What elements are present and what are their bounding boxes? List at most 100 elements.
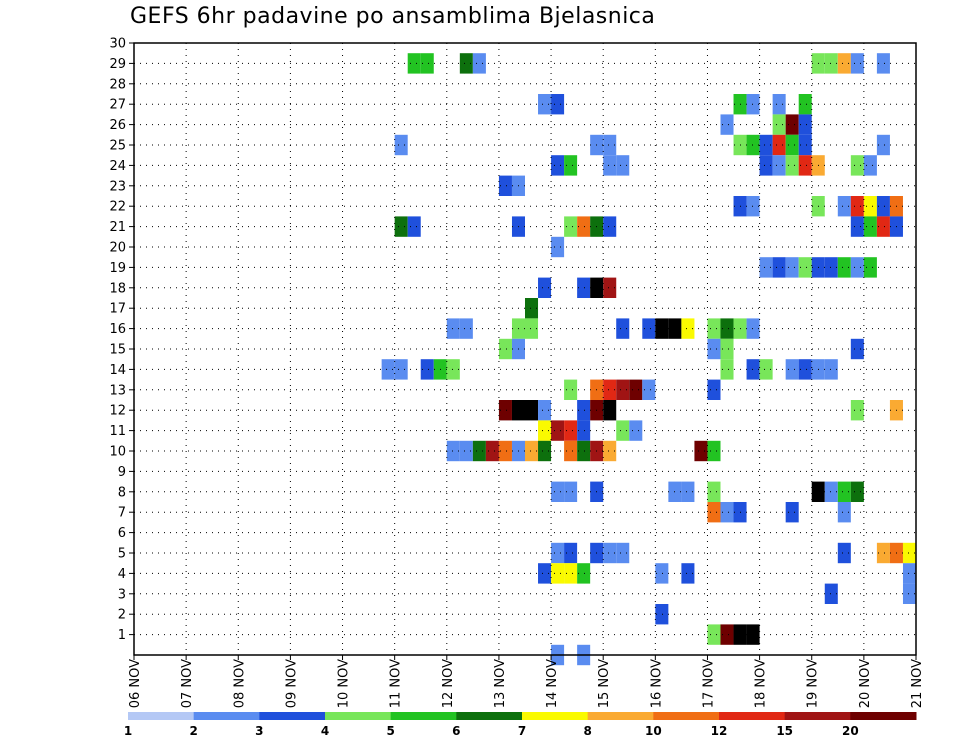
y-tick-label: 5 [118, 547, 126, 562]
x-tick-label: 11 NOV [389, 659, 404, 708]
data-cell [863, 196, 877, 217]
legend-swatch [456, 712, 523, 720]
data-cell [720, 624, 734, 645]
data-cell [446, 440, 460, 462]
x-tick-label: 08 NOV [232, 659, 247, 708]
data-cell [538, 277, 552, 298]
data-cell [420, 53, 434, 74]
data-cell [720, 338, 734, 360]
data-cell [551, 542, 565, 564]
data-cell [564, 155, 578, 176]
data-cell [551, 94, 565, 115]
data-cell [759, 134, 773, 156]
data-cell [394, 359, 408, 380]
data-cell [551, 236, 565, 258]
legend-label: 10 [645, 724, 662, 738]
data-cell [616, 420, 630, 441]
data-cell [694, 440, 708, 462]
data-cell [720, 359, 734, 380]
legend-label: 8 [583, 724, 591, 738]
data-cell [837, 53, 851, 74]
data-cell [707, 481, 721, 502]
data-cell [394, 134, 408, 156]
y-tick-label: 19 [109, 261, 126, 276]
data-cell [472, 53, 486, 74]
y-tick-label: 9 [118, 465, 126, 480]
data-cell [551, 481, 565, 502]
y-tick-label: 26 [109, 118, 126, 133]
data-cell [498, 338, 512, 360]
data-cell [824, 257, 838, 278]
data-cell [720, 502, 734, 523]
data-cell [681, 481, 695, 502]
data-cell [564, 420, 578, 441]
y-axis: 1234567891011121314151617181920212223242… [109, 37, 134, 643]
data-cell [498, 400, 512, 421]
data-cell [551, 420, 565, 441]
legend-label: 6 [452, 724, 460, 738]
data-cell [876, 216, 890, 237]
data-cell [381, 359, 395, 380]
y-tick-label: 10 [109, 445, 126, 460]
x-tick-label: 09 NOV [284, 659, 299, 708]
data-cell [538, 400, 552, 421]
y-tick-label: 7 [118, 506, 126, 521]
data-cell [655, 604, 669, 625]
x-tick-label: 18 NOV [754, 659, 769, 708]
data-cell [564, 379, 578, 400]
data-cell [603, 277, 617, 298]
grid-lines [133, 42, 917, 655]
data-cell [407, 216, 421, 237]
data-cell [902, 583, 916, 604]
y-tick-label: 11 [109, 424, 126, 439]
data-cell [746, 624, 760, 645]
x-tick-label: 15 NOV [597, 659, 612, 708]
data-cell [746, 196, 760, 217]
y-tick-label: 29 [109, 57, 126, 72]
data-cell [459, 440, 473, 462]
x-tick-label: 13 NOV [493, 659, 508, 708]
data-cell [772, 155, 786, 176]
data-cell [759, 155, 773, 176]
data-cell [603, 134, 617, 156]
data-cell [459, 318, 473, 339]
y-tick-label: 12 [109, 404, 126, 419]
data-cell [772, 94, 786, 115]
data-cell [707, 502, 721, 523]
data-cell [798, 257, 812, 278]
data-cell [759, 359, 773, 380]
data-cell [577, 563, 591, 584]
data-cell [707, 624, 721, 645]
y-tick-label: 2 [118, 608, 126, 623]
y-tick-label: 25 [109, 139, 126, 154]
data-cell [798, 155, 812, 176]
data-cell [850, 196, 864, 217]
data-cell [603, 400, 617, 421]
data-cell [577, 440, 591, 462]
x-axis: 06 NOV 07 NOV 08 NOV 09 NOV 10 NOV 11 NOV 12 N… [128, 655, 925, 708]
data-cell [850, 338, 864, 360]
data-cell [603, 542, 617, 564]
data-cell [707, 440, 721, 462]
legend-swatch [193, 712, 260, 720]
y-tick-label: 27 [109, 98, 126, 113]
data-cell [472, 440, 486, 462]
data-cell [863, 216, 877, 237]
legend-swatch [325, 712, 392, 720]
data-cell [824, 359, 838, 380]
data-cell [538, 563, 552, 584]
data-cell [681, 563, 695, 584]
data-cell [603, 216, 617, 237]
data-cell [525, 298, 539, 319]
data-cell [446, 359, 460, 380]
y-tick-label: 22 [109, 200, 126, 215]
data-cell [564, 440, 578, 462]
data-cell [850, 400, 864, 421]
data-cell [577, 216, 591, 237]
legend-swatch [390, 712, 457, 720]
y-tick-label: 8 [118, 485, 126, 500]
y-tick-label: 23 [109, 179, 126, 194]
color-legend: 1 2 3 4 5 6 7 8 10 12 15 20 [124, 712, 917, 738]
y-tick-label: 17 [109, 302, 126, 317]
data-cell [642, 318, 656, 339]
